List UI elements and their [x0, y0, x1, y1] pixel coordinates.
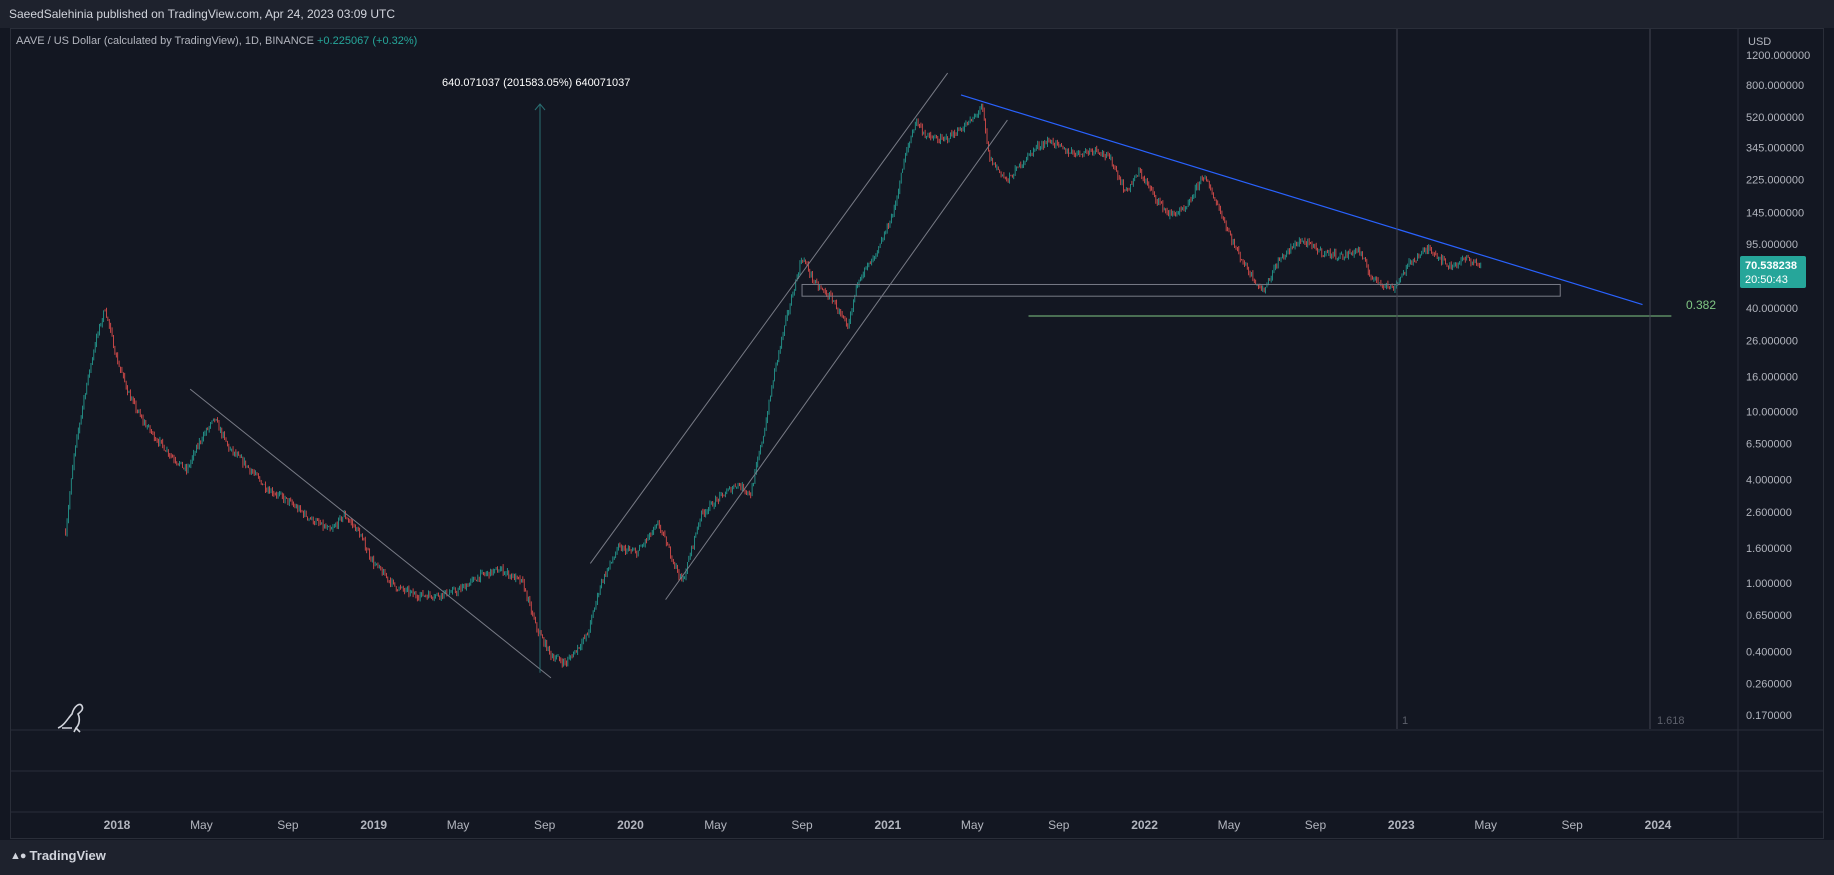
symbol-change: +0.225067 (+0.32%)	[317, 35, 418, 47]
symbol-info: AAVE / US Dollar (calculated by TradingV…	[16, 35, 417, 47]
time-tick-label: Sep	[277, 818, 299, 832]
channel-upper-line	[589, 72, 949, 564]
price-tick-label: 0.260000	[1746, 678, 1792, 690]
price-tick-label: 0.650000	[1746, 610, 1792, 622]
time-tick-label: May	[1218, 818, 1241, 832]
descending-trendline-2018	[189, 388, 552, 679]
price-tick-label: 0.170000	[1746, 710, 1792, 722]
measure-label: 640.071037 (201583.05%) 640071037	[442, 77, 630, 89]
time-tick-label: 2021	[875, 818, 902, 832]
price-tick-label: 26.000000	[1746, 335, 1798, 347]
footer-bar: ▲● TradingView	[0, 840, 1834, 875]
time-tick-label: 2020	[617, 818, 644, 832]
price-tick-label: 345.000000	[1746, 143, 1804, 155]
time-tick-label: 2019	[360, 818, 387, 832]
last-price-value: 70.538238	[1745, 260, 1797, 272]
fib-0382-label: 0.382	[1686, 298, 1716, 312]
time-tick-label: Sep	[791, 818, 813, 832]
chart-frame	[10, 28, 1824, 839]
time-tick-label: 2018	[104, 818, 131, 832]
time-tick-label: 2022	[1131, 818, 1158, 832]
measure-arrowhead	[534, 103, 546, 111]
dinosaur-icon	[57, 703, 84, 733]
price-tick-label: 16.000000	[1746, 371, 1798, 383]
time-tick-label: May	[447, 818, 470, 832]
price-tick-label: 800.000000	[1746, 80, 1804, 92]
time-tick-label: May	[190, 818, 213, 832]
price-tick-label: 95.000000	[1746, 239, 1798, 251]
fib-time-label-1: 1	[1402, 715, 1408, 727]
channel-lower-line	[665, 119, 1008, 600]
symbol-name: AAVE / US Dollar (calculated by TradingV…	[16, 35, 314, 47]
price-tick-label: 225.000000	[1746, 175, 1804, 187]
last-price-tag	[1740, 255, 1806, 288]
time-tick-label: May	[704, 818, 727, 832]
price-tick-label: 1200.000000	[1746, 50, 1810, 62]
price-tick-label: 0.400000	[1746, 646, 1792, 658]
time-tick-label: 2024	[1645, 818, 1672, 832]
time-tick-label: Sep	[1562, 818, 1584, 832]
time-tick-label: 2023	[1388, 818, 1415, 832]
price-tick-label: 10.000000	[1746, 406, 1798, 418]
price-axis-currency: USD	[1748, 36, 1771, 48]
time-tick-label: May	[1474, 818, 1497, 832]
publish-line: SaeedSalehinia published on TradingView.…	[9, 7, 396, 21]
tradingview-logo-icon: ▲●	[10, 849, 27, 862]
price-tick-label: 1.600000	[1746, 543, 1792, 555]
publish-bar: SaeedSalehinia published on TradingView.…	[0, 0, 1834, 28]
descending-trendline-blue	[960, 94, 1643, 306]
time-tick-label: Sep	[1305, 818, 1327, 832]
fib-time-label-1618: 1.618	[1657, 715, 1685, 727]
price-tick-label: 40.000000	[1746, 303, 1798, 315]
price-tick-label: 4.000000	[1746, 475, 1792, 487]
price-tick-label: 2.600000	[1746, 507, 1792, 519]
countdown-timer: 20:50:43	[1745, 274, 1788, 286]
price-tick-label: 520.000000	[1746, 112, 1804, 124]
time-tick-label: Sep	[1048, 818, 1070, 832]
brand-text: TradingView	[29, 848, 106, 863]
time-tick-label: Sep	[534, 818, 556, 832]
support-zone	[801, 283, 1561, 297]
price-tick-label: 145.000000	[1746, 207, 1804, 219]
time-tick-label: May	[961, 818, 984, 832]
tradingview-brand[interactable]: ▲● TradingView	[10, 848, 106, 863]
price-tick-label: 1.000000	[1746, 578, 1792, 590]
price-tick-label: 6.500000	[1746, 439, 1792, 451]
